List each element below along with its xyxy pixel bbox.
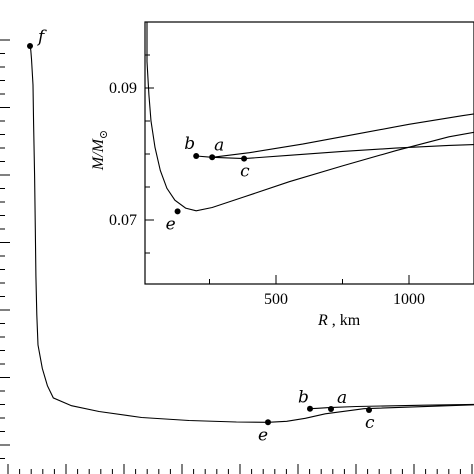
inset-ticks: 500 1000 0.07 0.09: [109, 54, 425, 308]
inset-ytick-label-0: 0.07: [109, 212, 137, 229]
inset-xtick-label-0: 500: [264, 291, 288, 308]
inset-ylabel-text: M/M: [90, 137, 107, 171]
inset-point-c: [241, 155, 248, 162]
main-point-label-a: a: [337, 388, 347, 408]
inset-point-label-b: b: [184, 134, 195, 154]
inset-points: b ac e: [166, 134, 251, 234]
inset-ylabel-group: M/M⊙: [90, 130, 110, 171]
main-point-a: [328, 405, 334, 412]
main-axes: [0, 39, 473, 474]
main-point-c: [366, 407, 372, 413]
main-point-b: [307, 405, 313, 412]
main-point-label-b: b: [298, 388, 309, 408]
main-point-e: [265, 419, 271, 426]
inset-series: [146, 22, 474, 212]
inset-point-label-a: a: [214, 135, 224, 155]
inset-series-line-0: [146, 22, 474, 212]
main-point-label-e: e: [258, 425, 268, 445]
main-series-line-1: [309, 403, 474, 410]
main-points: feb ac: [27, 27, 375, 445]
main-point-f: [27, 43, 33, 49]
inset-ytick-label-1: 0.09: [109, 80, 137, 97]
main-series-line-0: [29, 45, 474, 423]
inset-point-label-c: c: [240, 162, 250, 182]
inset-xlabel: R , km: [317, 312, 361, 329]
inset-point-a: [209, 154, 216, 161]
inset-series-line-2: [212, 113, 474, 158]
inset-xlabel-var: R: [317, 312, 328, 329]
inset-point-e: [174, 208, 181, 215]
inset-xlabel-unit: , km: [332, 312, 361, 329]
inset-series-line-1: [196, 144, 474, 160]
inset-ylabel: M/M⊙: [90, 130, 110, 171]
main-point-label-f: f: [36, 27, 47, 47]
inset-frame: [144, 21, 474, 285]
main-point-label-c: c: [365, 413, 375, 433]
main-series: [29, 45, 474, 423]
inset-point-b: [193, 152, 200, 159]
inset-xtick-label-1: 1000: [393, 291, 425, 308]
inset-point-label-e: e: [166, 214, 176, 234]
inset-ylabel-sub: ⊙: [98, 130, 110, 139]
